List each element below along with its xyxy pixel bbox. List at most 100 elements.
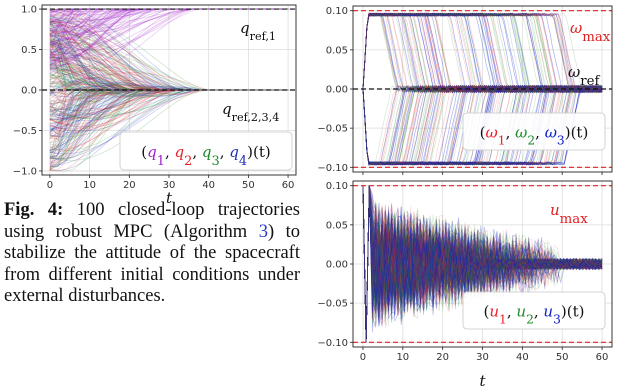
control-input-trajectory [362, 185, 603, 343]
quaternion-xtick-label: 0 [47, 180, 53, 191]
angular-velocity-trajectory [362, 84, 603, 166]
quaternion-trajectory [49, 81, 289, 110]
quaternion-trajectory [49, 87, 289, 134]
angular-velocity-trajectory [362, 12, 603, 94]
control-input-trajectory [362, 185, 603, 343]
angular-velocity-trajectory [362, 12, 603, 94]
quaternion-trajectory [49, 46, 289, 91]
caption-algorithm-link[interactable]: 3 [258, 221, 268, 242]
quaternion-trajectory [49, 52, 289, 91]
control-input-trajectory [362, 185, 603, 343]
quaternion-trajectory [49, 89, 289, 170]
quaternion-trajectory [49, 89, 289, 122]
control-input-trajectory [362, 185, 603, 343]
control-input-trajectory [362, 185, 603, 343]
quaternion-trajectory [49, 8, 289, 23]
quaternion-trajectory [49, 86, 289, 168]
quaternion-trajectory [49, 89, 289, 158]
control-input-trajectory [362, 185, 603, 343]
quaternion-trajectory [49, 64, 289, 91]
quaternion-trajectory [49, 34, 289, 91]
quaternion-trajectory [49, 85, 289, 135]
quaternion-xtick-label: 30 [163, 180, 176, 191]
angular-velocity-trajectory [362, 12, 603, 94]
angular-velocity-trajectory [362, 12, 603, 94]
quaternion-trajectory [49, 56, 289, 91]
control-input-trajectory [362, 185, 603, 343]
quaternion-trajectory [49, 81, 289, 91]
angular-velocity-trajectory [362, 12, 603, 94]
control-input-trajectory [362, 185, 603, 343]
angular-velocity-trajectory [362, 12, 603, 94]
angular-velocity-trajectory [362, 12, 603, 93]
control-input-trajectory [362, 185, 603, 343]
control-input-trajectory [362, 185, 603, 343]
angular-velocity-trajectory [362, 84, 603, 166]
quaternion-trajectory [49, 8, 289, 63]
angular-velocity-trajectory [362, 85, 603, 166]
control-input-trajectory [362, 185, 603, 343]
control-input-trajectory [362, 185, 603, 343]
quaternion-trajectory [49, 89, 289, 102]
control-input-trajectory [362, 185, 603, 343]
quaternion-trajectory [49, 86, 289, 154]
quaternion-trajectory [49, 39, 289, 91]
control-input-trajectory [362, 185, 603, 343]
control-input-trajectory [362, 185, 603, 343]
angular-velocity-trajectory [362, 84, 603, 166]
quaternion-trajectory [49, 72, 289, 94]
quaternion-trajectory [49, 8, 289, 32]
control-input-trajectory [362, 185, 603, 343]
control-input-trajectory [362, 185, 603, 343]
quaternion-trajectory [49, 56, 289, 91]
quaternion-trajectory [49, 83, 289, 91]
quaternion-trajectory [49, 85, 289, 97]
quaternion-trajectory [49, 76, 289, 95]
angular-velocity-trajectory [362, 84, 603, 166]
control-input-trajectory [362, 185, 603, 343]
angular-velocity-trajectory [362, 84, 603, 166]
quaternion-trajectory [49, 21, 289, 91]
quaternion-trajectory [49, 89, 289, 121]
control-input-trajectory [362, 185, 603, 343]
control-input-trajectory [362, 185, 603, 343]
control-input-trajectory [362, 185, 603, 343]
quaternion-trajectory [49, 40, 289, 97]
quaternion-trajectory [49, 89, 289, 132]
control-input-trajectory [362, 185, 603, 343]
control-input-trajectory [362, 185, 603, 343]
quaternion-trajectory [49, 19, 289, 91]
control-input-trajectory [362, 185, 603, 343]
angular-velocity-trajectory [362, 13, 603, 94]
quaternion-trajectory [49, 8, 289, 62]
control-input-trajectory [362, 185, 603, 343]
angular-velocity-trajectory [362, 12, 603, 93]
control-input-trajectory [362, 185, 603, 343]
quaternion-trajectory [49, 89, 289, 137]
angular-velocity-trajectory [362, 84, 603, 166]
angular-velocity-plot-layer [353, 6, 612, 172]
angular-velocity-trajectory [362, 12, 603, 94]
quaternion-trajectory [49, 8, 289, 23]
quaternion-trajectory [49, 88, 289, 152]
angular-velocity-trajectory [362, 13, 603, 94]
quaternion-trajectory [49, 51, 289, 91]
control-input-trajectory [362, 185, 603, 343]
quaternion-trajectory [49, 8, 289, 65]
angular-velocity-trajectory [362, 84, 603, 166]
quaternion-trajectory [49, 82, 289, 97]
quaternion-trajectory [49, 34, 289, 95]
quaternion-trajectory [49, 72, 289, 91]
quaternion-trajectory [49, 13, 289, 91]
quaternion-trajectory [49, 8, 289, 46]
quaternion-legend-text: (q1, q2, q3, q4)(t) [141, 143, 270, 169]
angular-velocity-trajectory [362, 12, 603, 94]
quaternion-trajectory [49, 30, 289, 91]
control-input-trajectory [362, 185, 603, 343]
angular-velocity-trajectory [362, 85, 603, 166]
angular-velocity-trajectory [362, 12, 603, 93]
control-input-trajectory [362, 185, 603, 343]
control-input-trajectory [362, 185, 603, 343]
angular-velocity-trajectory [362, 12, 603, 93]
quaternion-trajectory [49, 38, 289, 91]
